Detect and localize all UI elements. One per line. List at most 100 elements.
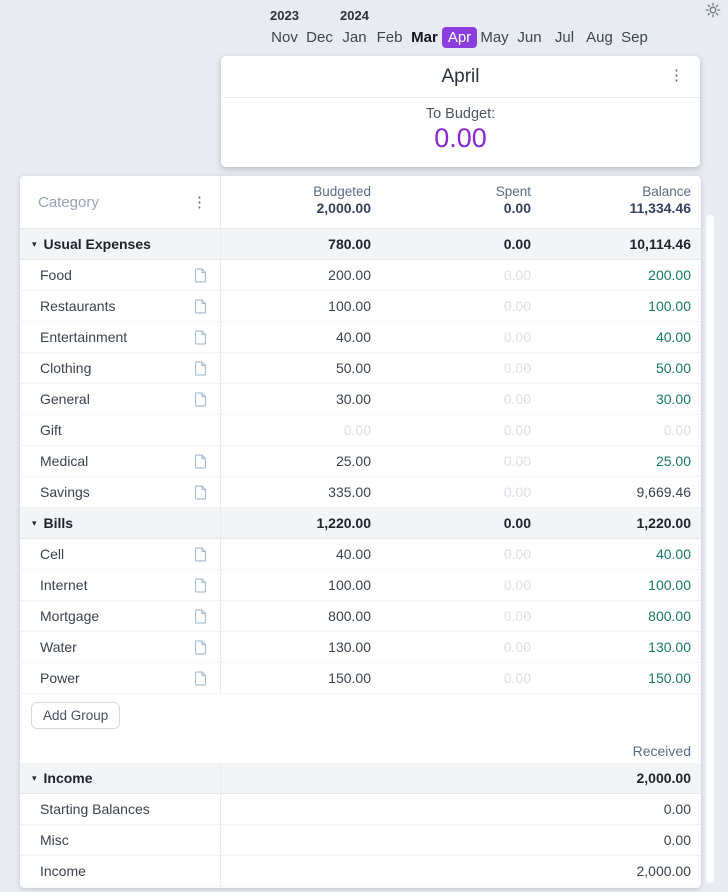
month-aug[interactable]: Aug [586, 29, 613, 46]
triangle-down-icon[interactable]: ▾ [32, 772, 37, 783]
group-balance-total[interactable]: 1,220.00 [636, 515, 692, 531]
spent-cell[interactable]: 0.00 [503, 267, 531, 283]
category-name-cell[interactable]: Cell [20, 539, 221, 569]
spent-cell[interactable]: 0.00 [503, 608, 531, 624]
balance-cell[interactable]: 40.00 [655, 546, 691, 562]
note-icon[interactable] [195, 267, 207, 283]
month-feb[interactable]: Feb [376, 29, 403, 46]
note-icon[interactable] [195, 484, 207, 500]
balance-cell[interactable]: 100.00 [648, 298, 691, 314]
spent-cell[interactable]: 0.00 [503, 422, 531, 438]
month-jun[interactable]: Jun [517, 29, 542, 46]
budgeted-cell[interactable]: 30.00 [335, 391, 371, 407]
month-may[interactable]: May [480, 29, 509, 46]
income-received-cell[interactable]: 0.00 [663, 801, 691, 817]
balance-cell[interactable]: 800.00 [648, 608, 691, 624]
budgeted-cell[interactable]: 200.00 [328, 267, 371, 283]
note-icon[interactable] [195, 453, 207, 469]
note-icon[interactable] [195, 329, 207, 345]
income-category-name[interactable]: Misc [40, 832, 69, 848]
category-name[interactable]: Internet [40, 577, 88, 593]
month-jul[interactable]: Jul [554, 29, 575, 46]
category-name[interactable]: Food [40, 267, 72, 283]
note-icon[interactable] [195, 670, 207, 686]
group-row[interactable]: ▾ Bills 1,220.00 0.00 1,220.00 [20, 508, 701, 539]
balance-cell[interactable]: 40.00 [655, 329, 691, 345]
category-name-cell[interactable]: Restaurants [20, 291, 221, 321]
balance-cell[interactable]: 100.00 [648, 577, 691, 593]
note-icon[interactable] [195, 391, 207, 407]
add-group-button[interactable]: Add Group [31, 701, 121, 729]
table-menu-kebab-icon[interactable]: ⋮ [192, 193, 207, 211]
balance-cell[interactable]: 130.00 [648, 639, 691, 655]
category-name-cell[interactable]: Entertainment [20, 322, 221, 352]
spent-cell[interactable]: 0.00 [503, 329, 531, 345]
income-group-row[interactable]: ▾ Income 2,000.00 [20, 763, 701, 794]
spent-cell[interactable]: 0.00 [503, 360, 531, 376]
income-received-cell[interactable]: 0.00 [663, 832, 691, 848]
triangle-down-icon[interactable]: ▾ [32, 517, 37, 528]
note-icon[interactable] [195, 577, 207, 593]
month-apr[interactable]: Apr [442, 27, 477, 48]
budgeted-cell[interactable]: 130.00 [328, 639, 371, 655]
spent-cell[interactable]: 0.00 [503, 453, 531, 469]
category-name[interactable]: Entertainment [40, 329, 128, 345]
category-name[interactable]: Water [40, 639, 77, 655]
category-name-cell[interactable]: Water [20, 632, 221, 662]
balance-cell[interactable]: 9,669.46 [636, 484, 692, 500]
spent-cell[interactable]: 0.00 [503, 546, 531, 562]
category-name[interactable]: Savings [40, 484, 90, 500]
group-spent-total[interactable]: 0.00 [503, 236, 531, 252]
category-name[interactable]: Cell [40, 546, 65, 562]
category-name-cell[interactable]: Power [20, 663, 221, 693]
budgeted-cell[interactable]: 335.00 [328, 484, 371, 500]
budgeted-cell[interactable]: 150.00 [328, 670, 371, 686]
category-name-cell[interactable]: Mortgage [20, 601, 221, 631]
budgeted-cell[interactable]: 100.00 [328, 298, 371, 314]
balance-cell[interactable]: 0.00 [663, 422, 691, 438]
income-category-name[interactable]: Starting Balances [40, 801, 150, 817]
balance-cell[interactable]: 150.00 [648, 670, 691, 686]
budgeted-cell[interactable]: 0.00 [343, 422, 371, 438]
group-name-cell[interactable]: ▾ Bills [20, 508, 221, 538]
budgeted-cell[interactable]: 50.00 [335, 360, 371, 376]
income-received-cell[interactable]: 2,000.00 [636, 863, 692, 879]
income-category-name-cell[interactable]: Misc [20, 825, 221, 855]
triangle-down-icon[interactable]: ▾ [32, 238, 37, 249]
category-name-cell[interactable]: Medical [20, 446, 221, 476]
category-name[interactable]: Power [40, 670, 80, 686]
category-name[interactable]: Mortgage [40, 608, 100, 624]
category-name[interactable]: General [40, 391, 90, 407]
budgeted-cell[interactable]: 40.00 [335, 546, 371, 562]
category-name-cell[interactable]: Internet [20, 570, 221, 600]
category-name-cell[interactable]: Clothing [20, 353, 221, 383]
spent-cell[interactable]: 0.00 [503, 639, 531, 655]
budgeted-cell[interactable]: 40.00 [335, 329, 371, 345]
category-name[interactable]: Gift [40, 422, 62, 438]
budgeted-cell[interactable]: 25.00 [335, 453, 371, 469]
note-icon[interactable] [195, 608, 207, 624]
balance-cell[interactable]: 50.00 [655, 360, 691, 376]
income-group-name-cell[interactable]: ▾ Income [20, 763, 221, 793]
spent-cell[interactable]: 0.00 [503, 484, 531, 500]
spent-cell[interactable]: 0.00 [503, 577, 531, 593]
group-balance-total[interactable]: 10,114.46 [629, 236, 691, 252]
note-icon[interactable] [195, 546, 207, 562]
card-menu-kebab-icon[interactable]: ⋮ [669, 67, 684, 84]
spent-cell[interactable]: 0.00 [503, 391, 531, 407]
income-category-name-cell[interactable]: Income [20, 856, 221, 886]
budgeted-cell[interactable]: 800.00 [328, 608, 371, 624]
budgeted-cell[interactable]: 100.00 [328, 577, 371, 593]
group-name-cell[interactable]: ▾ Usual Expenses [20, 229, 221, 259]
category-name-cell[interactable]: General [20, 384, 221, 414]
month-dec[interactable]: Dec [306, 29, 333, 46]
group-budgeted-total[interactable]: 780.00 [328, 236, 371, 252]
balance-cell[interactable]: 30.00 [655, 391, 691, 407]
category-name-cell[interactable]: Gift [20, 415, 221, 445]
category-name[interactable]: Clothing [40, 360, 92, 376]
income-category-name[interactable]: Income [40, 863, 86, 879]
category-name[interactable]: Restaurants [40, 298, 116, 314]
category-name-cell[interactable]: Food [20, 260, 221, 290]
note-icon[interactable] [195, 360, 207, 376]
balance-cell[interactable]: 25.00 [655, 453, 691, 469]
